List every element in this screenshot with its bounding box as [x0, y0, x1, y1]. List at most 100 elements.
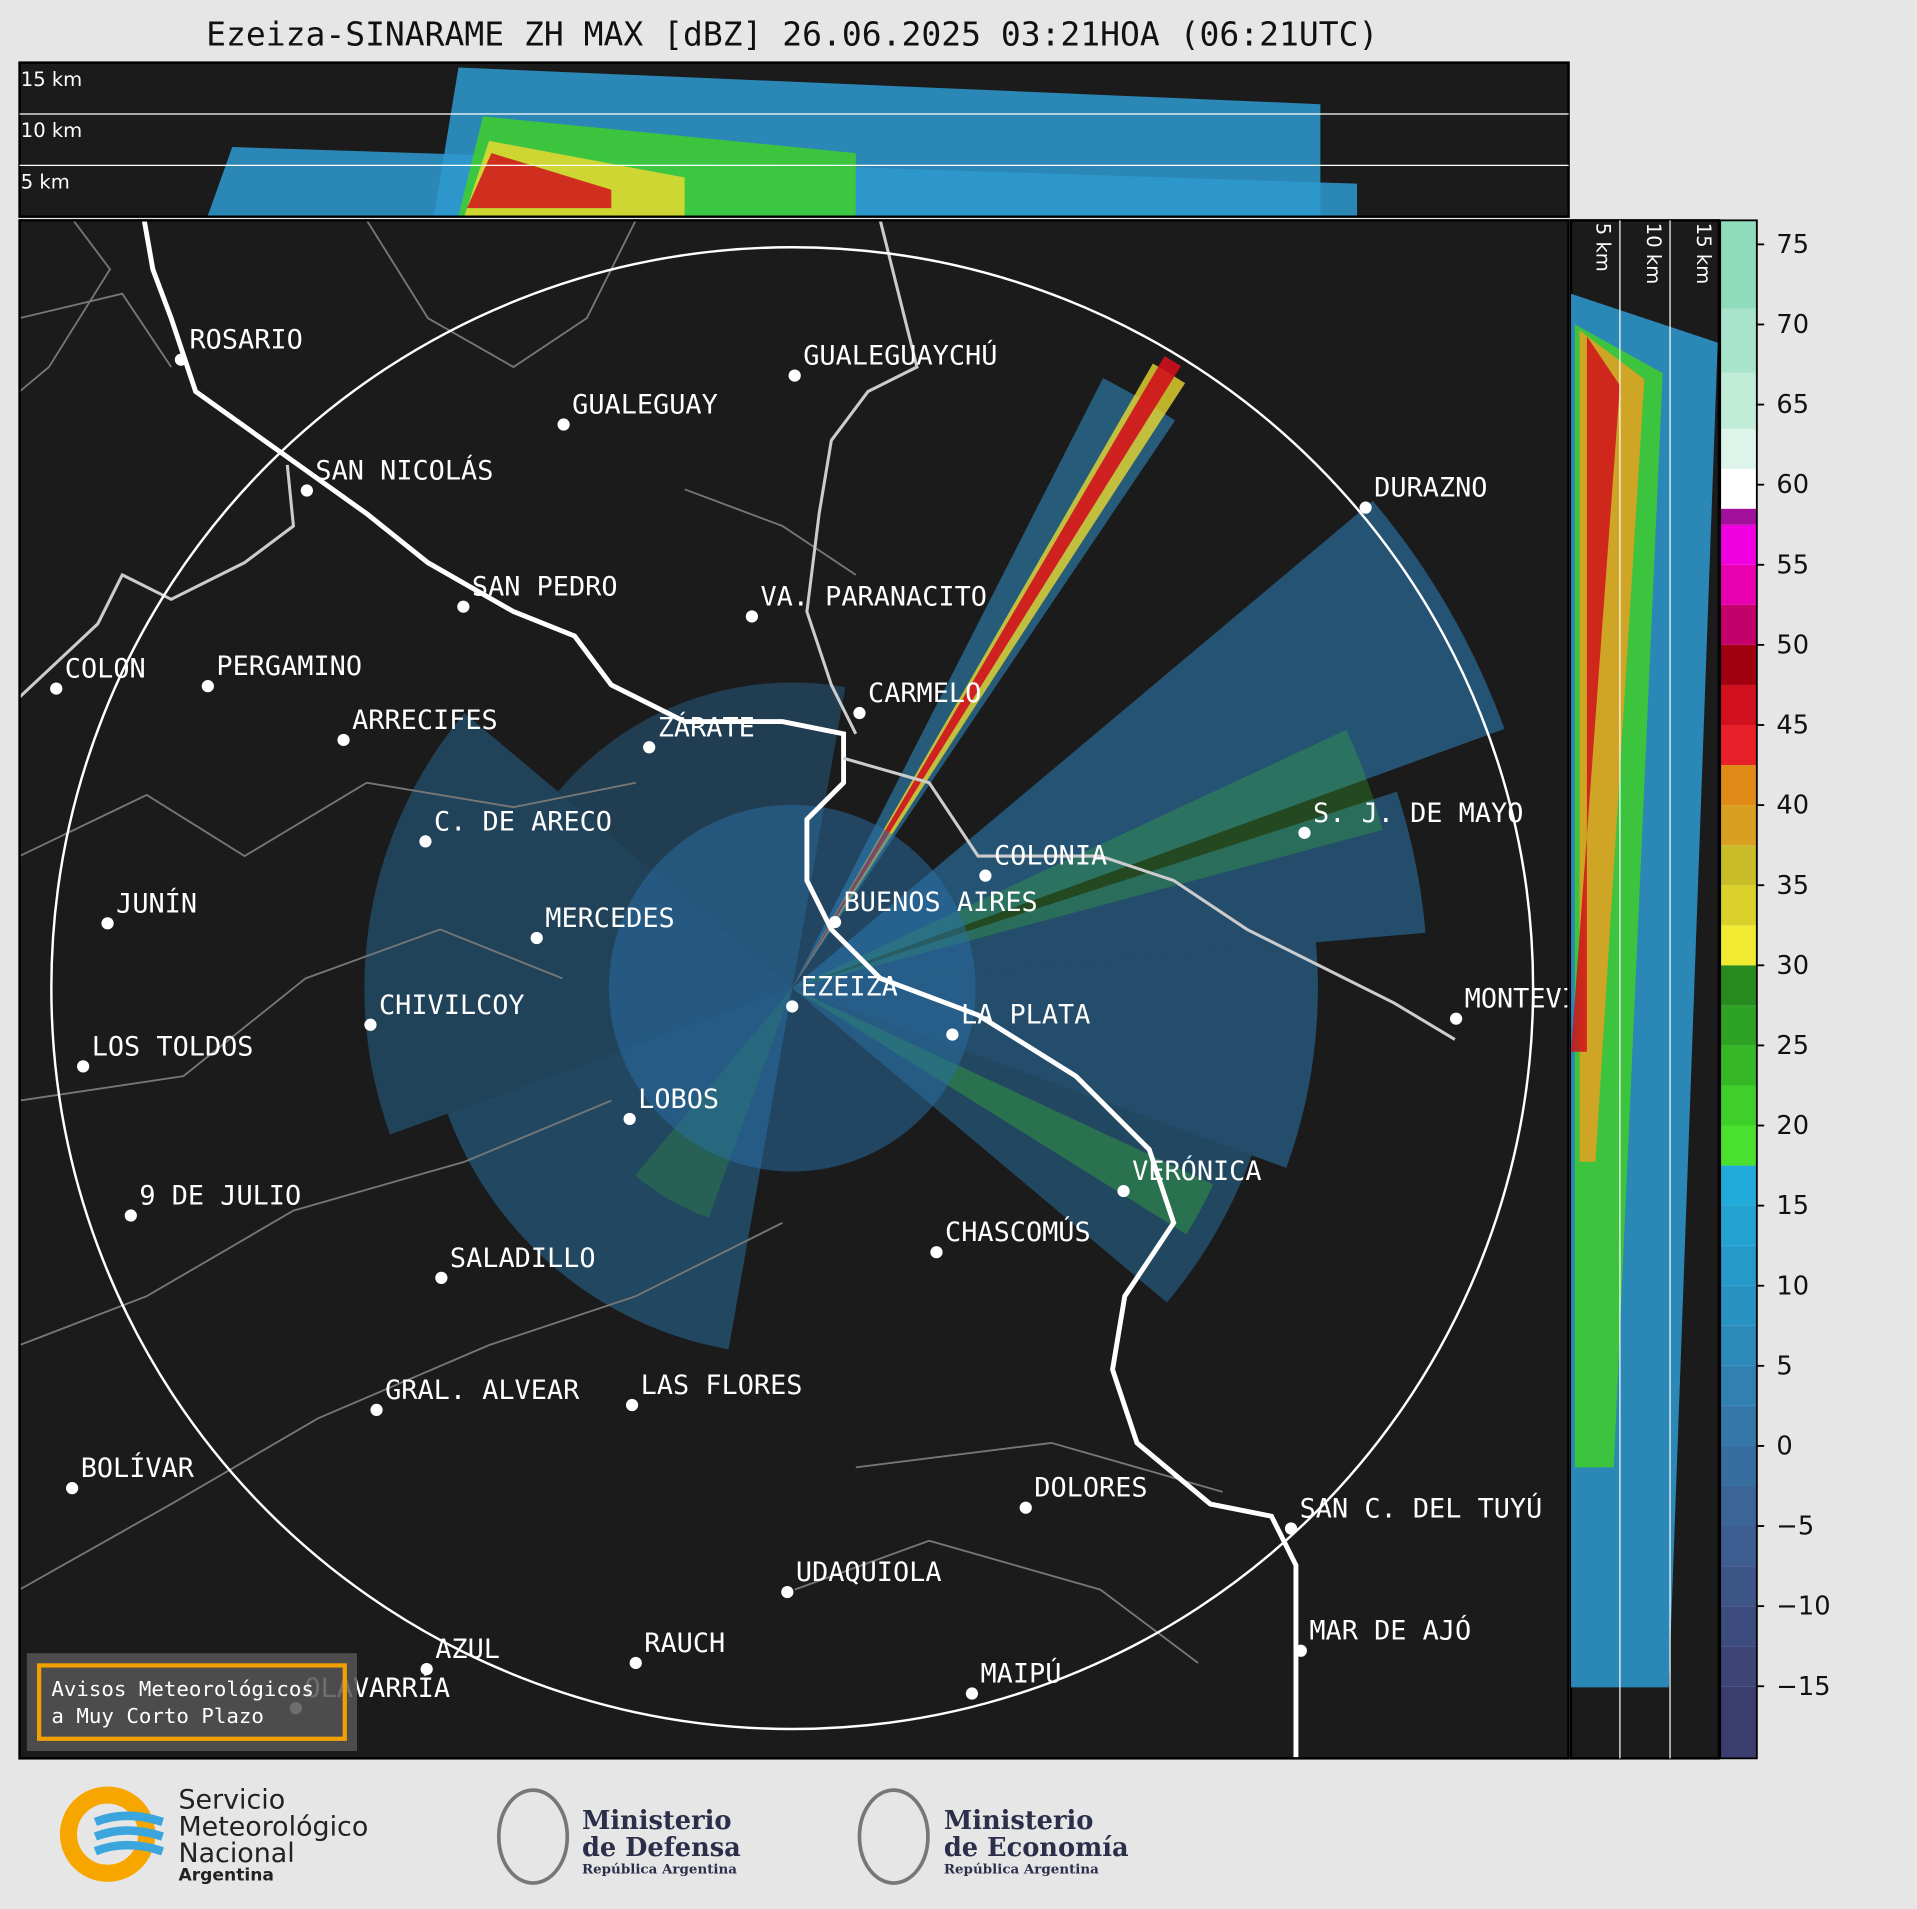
city-label: ARRECIFES: [352, 705, 498, 736]
colorbar-band: [1720, 308, 1757, 373]
colorbar-tick-label: 65: [1776, 390, 1809, 420]
city-label: COLON: [65, 654, 146, 685]
city-dot: [557, 418, 570, 431]
city-dot: [946, 1028, 959, 1041]
city-dot: [643, 741, 656, 754]
city-dot: [786, 1000, 799, 1013]
city-label: JUNÍN: [116, 887, 197, 919]
city-dot: [300, 484, 313, 497]
city-label: LA PLATA: [961, 1000, 1090, 1031]
city-label: VA. PARANACITO: [760, 581, 987, 612]
coastline: [141, 220, 1299, 1759]
smn-logo: Servicio Meteorológico Nacional Argentin…: [59, 1784, 368, 1886]
city-dot: [457, 600, 470, 613]
city-dot: [1298, 826, 1311, 839]
city-label: C. DE ARECO: [434, 806, 612, 837]
colorbar-band: [1720, 845, 1757, 886]
defensa-logo: Ministerio de Defensa República Argentin…: [496, 1788, 741, 1885]
city-label: 9 DE JULIO: [139, 1181, 301, 1212]
city-dot: [930, 1246, 943, 1259]
colorbar-band: [1720, 765, 1757, 806]
city-dot: [1449, 1012, 1463, 1025]
colorbar-tick-label: 70: [1776, 310, 1809, 340]
colorbar-tick-label: 55: [1776, 550, 1809, 580]
colorbar-tick-label: 40: [1776, 791, 1809, 821]
city-label: MONTEVIDEO: [1465, 984, 1627, 1015]
logo-text: República Argentina: [944, 1861, 1099, 1877]
colorbar-tick-label: 15: [1776, 1191, 1809, 1221]
colorbar-tick-label: 0: [1776, 1431, 1792, 1461]
city-label: SAN PEDRO: [472, 572, 618, 603]
colorbar-band: [1720, 1606, 1757, 1647]
city-dot: [828, 915, 842, 929]
colorbar-band: [1720, 1245, 1757, 1286]
km-label: 15 km: [1692, 223, 1715, 284]
colorbar-tick-label: −15: [1776, 1672, 1830, 1702]
logo-text: de Economía: [944, 1833, 1129, 1863]
city-label: SAN C. DEL TUYÚ: [1300, 1492, 1543, 1524]
colorbar-band: [1720, 1526, 1757, 1567]
city-label: GRAL. ALVEAR: [385, 1375, 580, 1406]
city-label: ROSARIO: [189, 325, 302, 356]
side-echoes: [1571, 293, 1718, 1688]
logo-text: Argentina: [178, 1866, 273, 1886]
city-label: RAUCH: [644, 1628, 725, 1659]
logo-text: Ministerio: [944, 1806, 1094, 1836]
city-dot: [745, 610, 758, 623]
city-dot: [965, 1687, 979, 1700]
colorbar-band: [1720, 1646, 1757, 1687]
colorbar-band: [1720, 1125, 1757, 1166]
city-label: CHIVILCOY: [379, 990, 525, 1021]
colorbar-band: [1720, 885, 1757, 926]
colorbar-band: [1720, 1085, 1757, 1126]
colorbar-band: [1720, 805, 1757, 846]
colorbar-tick-label: 50: [1776, 630, 1809, 660]
colorbar-tick-label: −10: [1776, 1592, 1830, 1622]
colorbar-band: [1720, 1445, 1757, 1486]
city-label: EZEIZA: [801, 971, 898, 1002]
colorbar-band: [1720, 1566, 1757, 1607]
map-content: ROSARIO GUALEGUAYCHÚ GUALEGUAY SAN NICOLÁS D…: [19, 220, 1627, 1759]
city-dot: [1294, 1644, 1307, 1657]
city-dot: [50, 682, 63, 695]
city-dot: [124, 1209, 137, 1222]
colorbar-band: [1720, 1365, 1757, 1406]
city-label: LOS TOLDOS: [92, 1031, 254, 1062]
colorbar-band: [1720, 372, 1757, 429]
city-dot: [625, 1398, 639, 1412]
city-label: GUALEGUAY: [572, 390, 718, 421]
city-label: GUALEGUAYCHÚ: [803, 340, 997, 372]
colorbar-band: [1720, 1005, 1757, 1046]
colorbar-band: [1720, 925, 1757, 966]
borders: [19, 220, 1223, 1664]
echo: [467, 153, 612, 209]
colorbar-tick-label: 35: [1776, 871, 1809, 901]
city-dot: [1019, 1501, 1032, 1514]
economia-logo: Ministerio de Economía República Argenti…: [857, 1788, 1129, 1885]
city-dot: [364, 1018, 377, 1031]
city-dot: [1359, 501, 1372, 514]
city-dot: [435, 1271, 448, 1284]
city-dot: [788, 369, 801, 382]
city-label: ZÁRATE: [658, 711, 755, 743]
city-dot: [77, 1060, 90, 1073]
colorbar-band: [1720, 644, 1757, 685]
colorbar-band: [1720, 1686, 1757, 1759]
city-dot: [979, 869, 992, 882]
colorbar-band: [1720, 468, 1757, 509]
colorbar-band: [1720, 965, 1757, 1006]
warning-text: a Muy Corto Plazo: [51, 1704, 264, 1728]
logo-text: de Defensa: [582, 1833, 741, 1863]
colorbar-band: [1720, 428, 1757, 469]
city-dot: [420, 1662, 433, 1676]
range-ring: [50, 246, 1535, 1731]
colorbar-tick-label: 75: [1776, 230, 1809, 260]
colorbar-tick-label: 25: [1776, 1031, 1809, 1061]
top-echoes: [207, 67, 1358, 216]
echo: [792, 363, 1186, 989]
warning-text: Avisos Meteorológicos: [51, 1677, 314, 1701]
city-dot: [201, 680, 214, 693]
city-dot: [853, 706, 866, 720]
km-label: 5 km: [1592, 223, 1615, 272]
